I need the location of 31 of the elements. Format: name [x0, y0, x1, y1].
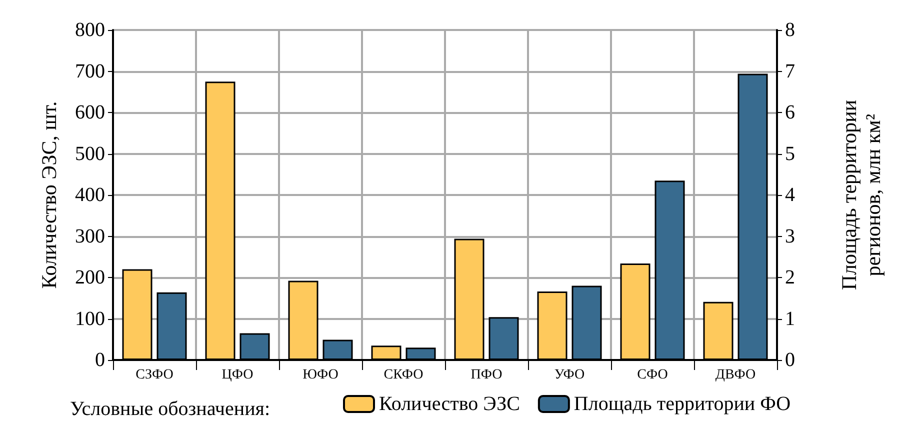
legend-label: Количество ЭЗС [379, 393, 520, 415]
y2-tick-label: 0 [785, 349, 795, 371]
x-tick-label: СФО [637, 368, 668, 382]
y2-tick-label: 4 [785, 184, 795, 206]
x-tick-label: ЮФО [302, 368, 338, 382]
x-tick-label: ПФО [470, 368, 502, 382]
y2-tick-label: 2 [785, 266, 795, 288]
y-tick-label: 400 [75, 184, 105, 206]
x-tick-label: ДВФО [715, 368, 756, 382]
y-tick-label: 700 [75, 60, 105, 82]
y-tick-label: 800 [75, 19, 105, 41]
y-tick-label: 100 [75, 308, 105, 330]
y2-tick-label: 1 [785, 308, 795, 330]
y-tick-label: 500 [75, 142, 105, 165]
y2-tick-label: 3 [785, 225, 795, 248]
x-tick-label: СКФО [384, 368, 424, 382]
x-tick-label: ЦФО [222, 368, 254, 382]
x-tick-label: СЗФО [136, 368, 174, 382]
y2-tick-label: 6 [785, 102, 795, 124]
y-tick-label: 600 [75, 102, 105, 124]
y2-tick-label: 5 [785, 142, 795, 165]
y2-tick-label: 7 [785, 60, 795, 82]
y2-axis-title: Площадь территории регионов, млн км² [837, 100, 885, 290]
x-tick-label: УФО [554, 368, 585, 382]
y-axis-title: Количество ЭЗС, шт. [37, 101, 61, 289]
legend-title: Условные обозначения: [70, 398, 270, 420]
legend-label: Площадь территории ФО [574, 393, 791, 415]
y-tick-label: 0 [95, 349, 105, 371]
y2-tick-label: 8 [785, 19, 795, 41]
y-tick-label: 200 [75, 266, 105, 288]
y-tick-label: 300 [75, 225, 105, 248]
